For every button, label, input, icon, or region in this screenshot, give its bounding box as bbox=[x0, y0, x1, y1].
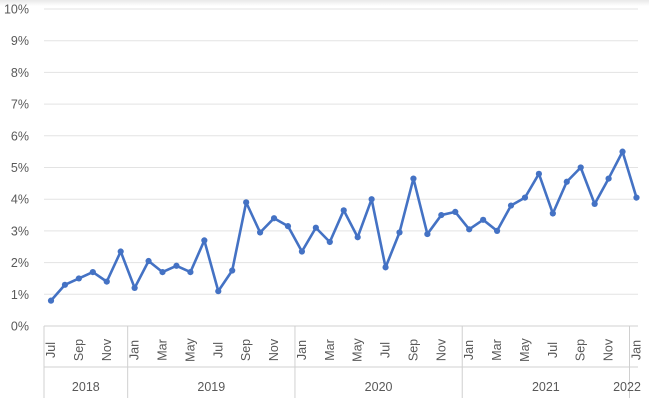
x-tick-label: Sep bbox=[72, 339, 86, 361]
data-point bbox=[229, 267, 236, 274]
data-point bbox=[270, 215, 278, 222]
data-point bbox=[187, 269, 194, 276]
data-point bbox=[201, 237, 208, 244]
data-point bbox=[605, 175, 612, 182]
y-tick-label: 9% bbox=[11, 34, 29, 48]
x-tick-label: Mar bbox=[323, 339, 337, 361]
data-point bbox=[173, 262, 180, 269]
y-tick-label: 4% bbox=[11, 193, 29, 207]
data-point bbox=[438, 211, 445, 219]
x-tick-label: Sep bbox=[406, 339, 420, 361]
data-point bbox=[243, 199, 250, 206]
data-point bbox=[410, 175, 417, 182]
y-tick-label: 2% bbox=[11, 256, 29, 270]
x-tick-label: Nov bbox=[100, 338, 114, 361]
data-point bbox=[577, 164, 584, 171]
x-tick-label: Nov bbox=[434, 338, 448, 361]
year-label: 2018 bbox=[72, 380, 100, 394]
y-tick-label: 0% bbox=[11, 320, 29, 334]
data-point bbox=[424, 230, 431, 238]
y-tick-label: 6% bbox=[11, 129, 29, 143]
year-label: 2019 bbox=[197, 380, 225, 394]
x-tick-label: Jan bbox=[629, 340, 643, 360]
y-tick-label: 7% bbox=[11, 98, 29, 112]
y-tick-label: 8% bbox=[11, 66, 29, 80]
x-tick-label: Jul bbox=[546, 342, 560, 358]
year-label: 2022 bbox=[613, 380, 641, 394]
data-point bbox=[452, 208, 459, 215]
x-tick-label: Sep bbox=[239, 339, 253, 361]
data-point bbox=[312, 224, 319, 231]
y-tick-label: 3% bbox=[11, 224, 29, 238]
window-top-edge bbox=[0, 0, 649, 6]
data-point bbox=[368, 196, 375, 203]
data-point bbox=[340, 207, 347, 214]
data-point bbox=[354, 234, 361, 241]
x-tick-label: Jul bbox=[44, 342, 58, 358]
data-point bbox=[284, 223, 292, 230]
data-point bbox=[466, 226, 473, 233]
data-point bbox=[103, 278, 110, 285]
data-point bbox=[117, 248, 124, 255]
data-point bbox=[257, 229, 264, 236]
data-point bbox=[326, 238, 333, 246]
x-tick-label: Mar bbox=[156, 339, 170, 361]
series-line bbox=[49, 150, 638, 302]
data-point bbox=[382, 264, 389, 271]
data-point bbox=[633, 194, 640, 201]
data-point bbox=[215, 288, 222, 295]
year-label: 2021 bbox=[532, 380, 560, 394]
x-tick-label: Nov bbox=[602, 338, 616, 361]
x-tick-label: May bbox=[351, 337, 365, 361]
data-point bbox=[61, 281, 69, 288]
data-point bbox=[619, 148, 626, 155]
data-point bbox=[480, 216, 487, 223]
year-label: 2020 bbox=[365, 380, 393, 394]
x-tick-label: Jan bbox=[462, 340, 476, 360]
data-point bbox=[131, 284, 138, 292]
x-tick-label: May bbox=[518, 337, 532, 361]
data-point bbox=[507, 202, 515, 209]
data-point bbox=[521, 194, 529, 201]
x-tick-label: May bbox=[183, 337, 197, 361]
x-tick-label: Jan bbox=[295, 340, 309, 360]
data-point bbox=[535, 170, 543, 177]
data-point bbox=[89, 269, 96, 276]
data-point bbox=[159, 269, 166, 276]
x-tick-label: Nov bbox=[267, 338, 281, 361]
x-tick-label: Jul bbox=[211, 342, 225, 358]
data-point bbox=[396, 229, 403, 236]
x-tick-label: Mar bbox=[490, 339, 504, 361]
x-tick-label: Jan bbox=[128, 340, 142, 360]
data-point bbox=[493, 227, 501, 234]
y-tick-label: 5% bbox=[11, 161, 29, 175]
data-point bbox=[591, 200, 598, 208]
data-point bbox=[563, 178, 570, 185]
data-point bbox=[47, 297, 55, 304]
data-point bbox=[145, 257, 152, 265]
data-point bbox=[298, 248, 306, 255]
y-tick-label: 1% bbox=[11, 288, 29, 302]
data-point bbox=[75, 275, 82, 282]
y-tick-label: 10% bbox=[4, 3, 29, 17]
x-tick-label: Jul bbox=[379, 342, 393, 358]
x-tick-label: Sep bbox=[574, 339, 588, 361]
data-point bbox=[549, 210, 556, 217]
